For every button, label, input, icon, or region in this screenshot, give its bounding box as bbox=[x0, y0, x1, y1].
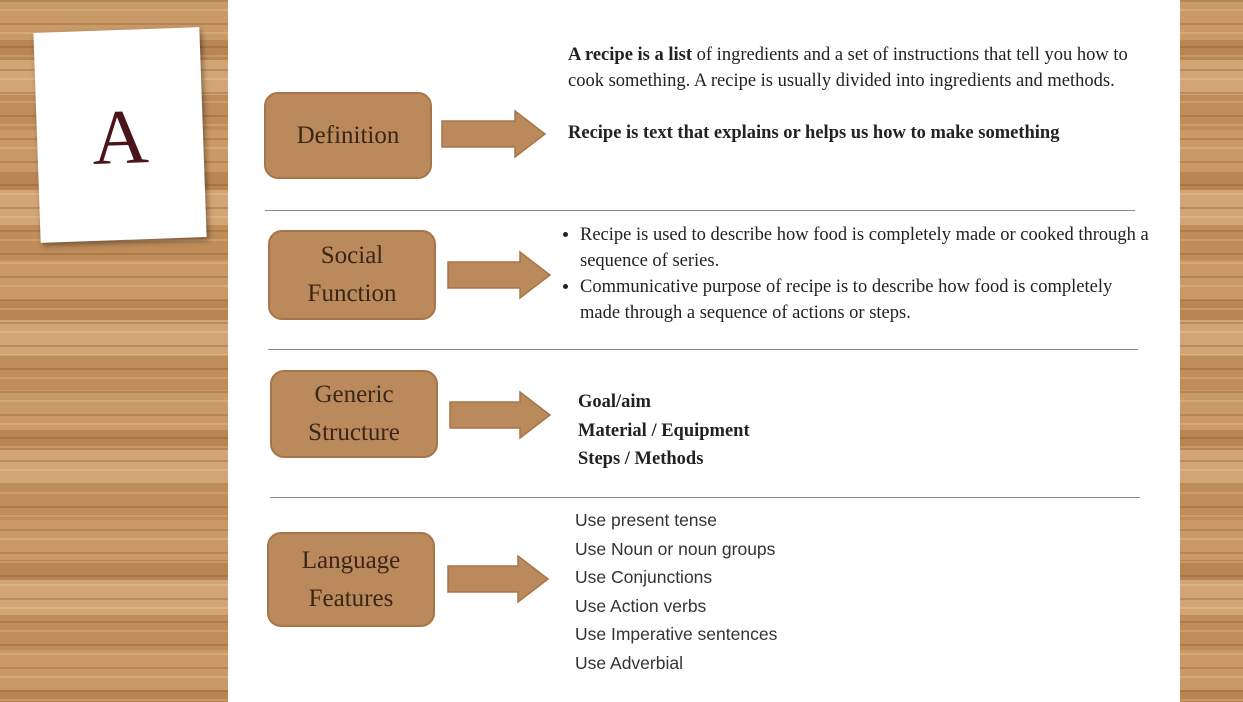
label-box: Language Features bbox=[267, 532, 435, 627]
separator bbox=[270, 497, 1140, 498]
arrow bbox=[447, 250, 552, 300]
item: Use Action verbs bbox=[575, 595, 707, 616]
item: Use Conjunctions bbox=[575, 567, 713, 587]
item: Goal/aim bbox=[578, 392, 651, 412]
label-line: Social bbox=[320, 242, 384, 269]
item: Use present tense bbox=[575, 510, 718, 530]
definition-text: A recipe is a list of ingredients and a … bbox=[568, 42, 1168, 172]
label-line: Function bbox=[307, 280, 397, 307]
label-box: Definition bbox=[264, 92, 432, 179]
label-box: Generic Structure bbox=[270, 370, 438, 458]
label-line: Generic bbox=[314, 381, 394, 408]
bold-run: A recipe is a list bbox=[568, 45, 693, 65]
bullet: Recipe is used to describe how food is c… bbox=[580, 222, 1150, 274]
label-line: Structure bbox=[308, 419, 400, 446]
structure-list: Goal/aim Material / Equipment Steps / Me… bbox=[578, 388, 750, 474]
item: Material / Equipment bbox=[578, 420, 750, 441]
text-run: of ingredients and a set of instructions… bbox=[568, 45, 1128, 91]
separator bbox=[265, 210, 1135, 211]
paragraph: A recipe is a list of ingredients and a … bbox=[568, 42, 1168, 94]
bold-run: Recipe is text that explains or helps us… bbox=[568, 123, 1060, 143]
arrow bbox=[447, 554, 550, 604]
bullet: Communicative purpose of recipe is to de… bbox=[580, 274, 1150, 326]
label-line: Language bbox=[301, 546, 401, 574]
arrow bbox=[441, 109, 547, 159]
label-box: Social Function bbox=[268, 230, 436, 320]
wood-right bbox=[1180, 0, 1243, 702]
item: Use Adverbial bbox=[575, 652, 683, 673]
paragraph: Recipe is text that explains or helps us… bbox=[568, 120, 1108, 146]
features-list: Use present tense Use Noun or noun group… bbox=[575, 506, 777, 677]
bullet-list: Recipe is used to describe how food is c… bbox=[552, 222, 1150, 326]
arrow bbox=[449, 390, 552, 440]
label-line: Features bbox=[308, 584, 394, 612]
separator bbox=[268, 349, 1138, 350]
item: Use Noun or noun groups bbox=[575, 538, 776, 559]
item: Steps / Methods bbox=[578, 449, 704, 469]
label-line: Definition bbox=[296, 121, 400, 149]
item: Use Imperative sentences bbox=[575, 624, 778, 644]
